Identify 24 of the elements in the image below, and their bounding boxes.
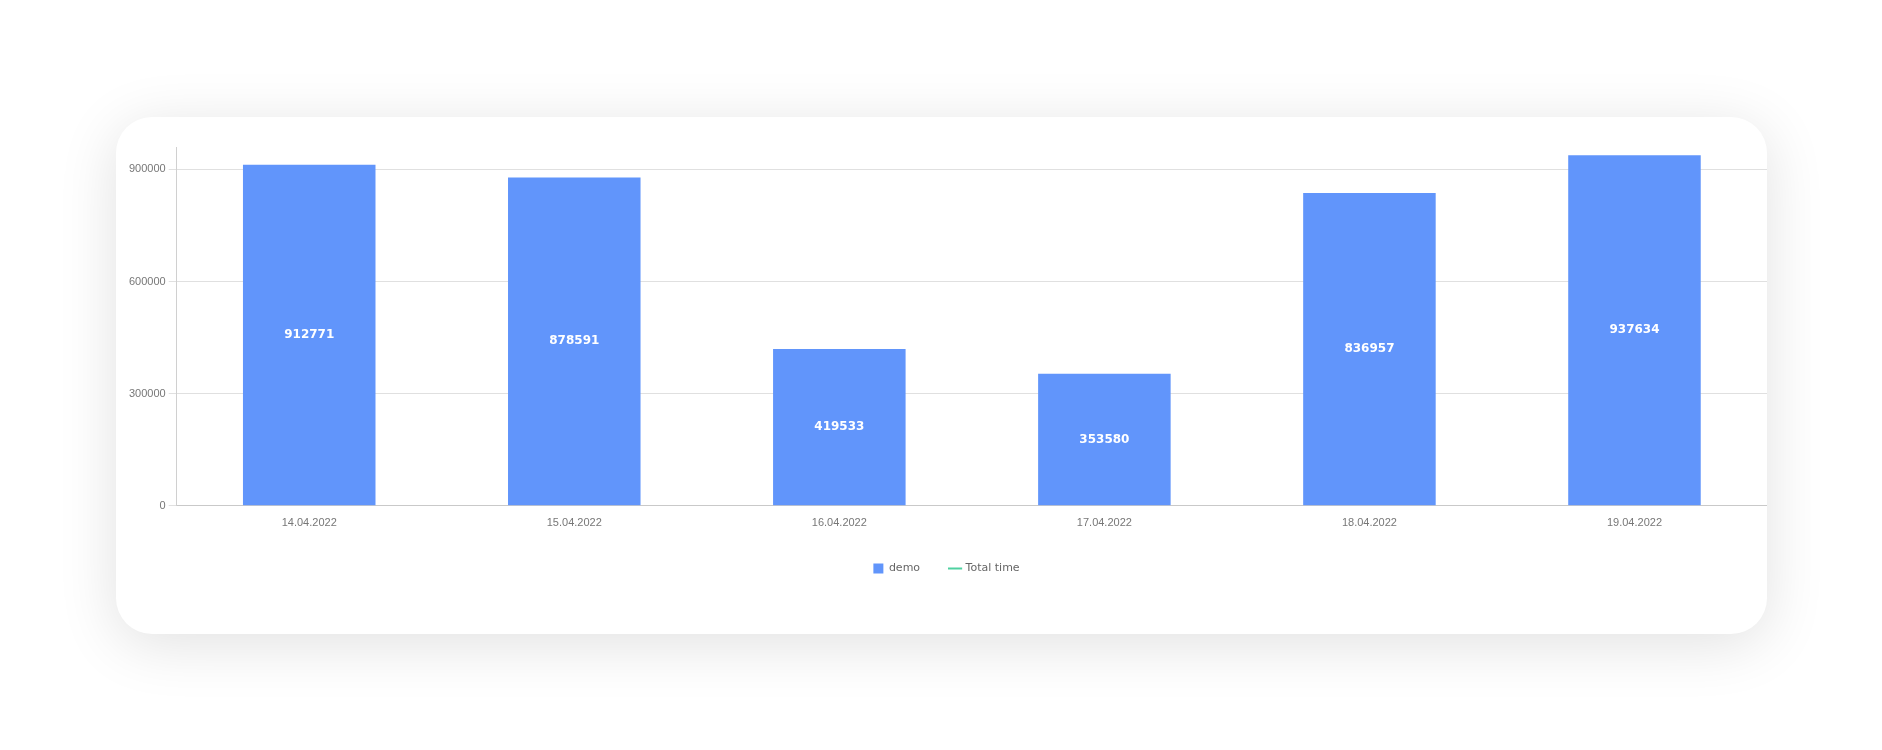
bar	[1302, 192, 1436, 505]
x-tick-label: 17.04.2022	[1076, 515, 1132, 528]
x-tick-label: 15.04.2022	[546, 515, 602, 528]
data-label: 937634	[1608, 321, 1660, 336]
x-tick-label: 14.04.2022	[281, 515, 337, 528]
data-label: 353580	[1078, 431, 1129, 446]
x-tick-label: 16.04.2022	[811, 515, 867, 528]
y-tick-label: 300000	[128, 386, 166, 399]
data-label: 419533	[813, 418, 864, 433]
bar	[507, 176, 641, 505]
y-tick-label: 600000	[128, 274, 166, 287]
bar	[242, 164, 375, 505]
bar	[1567, 154, 1701, 505]
legend-label: demo	[888, 560, 920, 574]
data-label: 912771	[283, 326, 334, 341]
bar	[772, 348, 906, 505]
data-label: 836957	[1343, 340, 1394, 355]
x-tick-label: 18.04.2022	[1341, 515, 1397, 528]
data-label: 878591	[548, 332, 599, 347]
y-tick-label: 0	[159, 498, 166, 511]
x-tick-label: 19.04.2022	[1606, 515, 1662, 528]
legend-label: Total time	[964, 560, 1020, 574]
y-tick-label: 900000	[128, 161, 166, 174]
bar	[1037, 373, 1171, 505]
